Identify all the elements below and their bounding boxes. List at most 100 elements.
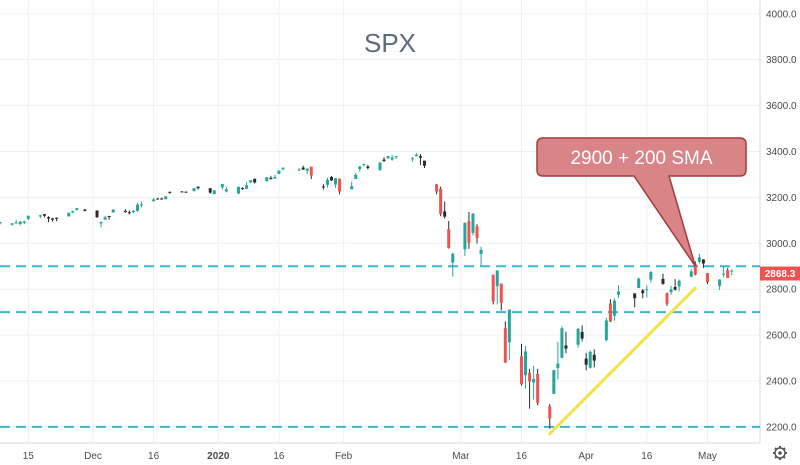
candle-body (38, 215, 42, 217)
candle-body (10, 223, 14, 225)
candle-body (608, 303, 612, 322)
candle-body (418, 156, 422, 158)
candle-body (139, 204, 143, 206)
candle-body (156, 198, 160, 200)
y-tick-label: 3600.0 (766, 101, 797, 112)
candle-body (390, 157, 394, 160)
candle-body (730, 270, 734, 272)
candle-body (245, 185, 249, 189)
last-price-label: 2868.3 (765, 269, 796, 280)
y-tick-label: 4000.0 (766, 9, 797, 20)
candle-body (491, 274, 495, 302)
candle-body (366, 166, 370, 169)
candle-body (410, 158, 414, 160)
candle-body (507, 309, 511, 343)
candle-body (604, 320, 608, 341)
candle-body (67, 212, 71, 217)
annotation-callout[interactable]: 2900 + 200 SMA (536, 137, 747, 267)
y-tick-label: 2600.0 (766, 331, 797, 342)
candle-body (722, 273, 726, 275)
candle-body (208, 188, 212, 193)
candle-body (588, 351, 592, 368)
candle-body (560, 328, 564, 358)
candle-body (55, 217, 59, 219)
candle-body (321, 186, 325, 188)
candle-body (329, 176, 333, 181)
candle-body (224, 189, 228, 192)
candle-body (18, 221, 22, 225)
candle-body (633, 293, 637, 299)
candle-body (665, 292, 669, 304)
candle-body (584, 358, 588, 365)
candle-body (301, 167, 305, 170)
candle-body (386, 156, 390, 159)
candle-body (677, 280, 681, 287)
candle-body (160, 198, 164, 200)
candle-body (552, 370, 556, 394)
candle-body (273, 176, 277, 179)
candle-body (576, 328, 580, 345)
candle-body (184, 191, 188, 193)
candle-body (51, 218, 55, 220)
y-tick-label: 3200.0 (766, 193, 797, 204)
candle-body (83, 209, 87, 211)
candle-body (435, 184, 439, 192)
candles (0, 153, 734, 429)
x-tick-label: May (698, 451, 717, 462)
candle-body (75, 208, 79, 211)
candle-body (451, 253, 455, 263)
x-tick-label: Apr (578, 451, 594, 462)
x-tick-label: 16 (148, 451, 160, 462)
candle-body (241, 187, 245, 189)
candle-body (580, 331, 584, 339)
candle-body (265, 177, 269, 182)
candle-body (362, 164, 366, 166)
candle-body (212, 190, 216, 194)
candle-body (249, 180, 253, 183)
candle-body (152, 199, 156, 202)
candle-body (123, 210, 127, 213)
candle-body (237, 186, 241, 194)
settings-gear-icon[interactable] (773, 446, 787, 460)
candle-body (701, 259, 705, 264)
candle-body (354, 174, 358, 180)
x-tick-label: 2020 (207, 451, 230, 462)
candle-body (443, 211, 447, 217)
last-price-bg (760, 266, 800, 281)
candle-body (131, 210, 135, 213)
candle-body (196, 186, 200, 189)
candle-body (669, 289, 673, 293)
candle-body (382, 159, 386, 162)
candle-body (277, 170, 281, 174)
candle-body (164, 196, 168, 200)
candle-body (358, 166, 362, 169)
candle-body (499, 283, 503, 303)
x-tick-label: 16 (273, 451, 285, 462)
candle-body (726, 270, 730, 278)
candle-body (422, 160, 426, 166)
candle-body (220, 184, 224, 188)
candle-body (135, 204, 139, 211)
horizontal-levels (0, 265, 760, 428)
x-tick-label: 16 (516, 451, 528, 462)
candle-body (524, 351, 528, 376)
y-axis-labels: 2200.0 2400.0 2600.0 2800.0 3000.0 3200.0 3400… (766, 9, 797, 433)
candle-body (42, 214, 46, 216)
candle-body (528, 372, 532, 382)
candle-body (325, 179, 329, 185)
x-tick-label: 16 (641, 451, 653, 462)
candle-body (103, 217, 107, 220)
candle-body (253, 178, 257, 183)
candle-body (281, 167, 285, 170)
candle-body (661, 278, 665, 284)
candle-body (467, 221, 471, 243)
candle-body (22, 221, 26, 223)
candle-body (697, 257, 701, 262)
candle-body (414, 154, 418, 157)
candle-body (532, 378, 536, 383)
candle-body (673, 286, 677, 290)
candle-body (305, 168, 309, 171)
x-tick-label: Mar (452, 451, 470, 462)
candle-body (297, 169, 301, 171)
